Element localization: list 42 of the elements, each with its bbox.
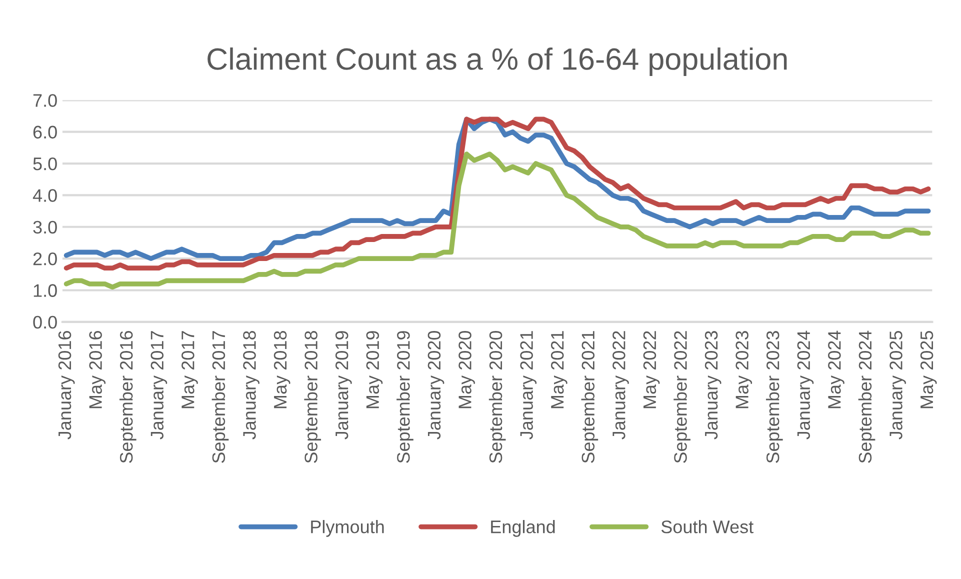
x-tick-label: May 2018: [274, 331, 290, 408]
x-tick-label: January 2023: [704, 331, 722, 440]
x-tick-label: September 2020: [488, 330, 506, 463]
x-tick-label: January 2020: [428, 330, 444, 440]
y-tick-label: 2.0: [33, 252, 57, 266]
x-tick-label: May 2024: [828, 330, 844, 408]
y-tick-label: 5.0: [33, 157, 57, 170]
chart-title: Claiment Count as a % of 16-64 population: [208, 47, 787, 76]
legend-label: South West: [661, 520, 754, 534]
x-tick-label: May 2022: [643, 331, 660, 408]
x-tick-label: September 2024: [858, 330, 876, 463]
x-tick-label: May 2019: [366, 331, 383, 408]
x-tick-label: May 2017: [182, 331, 198, 408]
y-tick-label: 7.0: [33, 94, 57, 107]
x-tick-label: January 2019: [335, 331, 352, 440]
x-tick-label: September 2017: [212, 331, 229, 463]
x-tick-label: January 2021: [520, 331, 537, 440]
x-tick-label: September 2023: [766, 331, 783, 463]
x-tick-label: January 2018: [243, 331, 260, 440]
x-tick-label: May 2016: [89, 331, 106, 408]
x-tick-label: January 2025: [890, 331, 906, 440]
x-tick-label: January 2017: [150, 331, 168, 440]
y-tick-label: 0.0: [33, 316, 57, 329]
x-tick-label: September 2018: [304, 331, 322, 463]
x-tick-label: September 2021: [581, 331, 598, 463]
y-tick-label: 1.0: [34, 284, 57, 297]
x-tick-label: January 2022: [612, 331, 629, 440]
x-tick-label: September 2019: [396, 331, 414, 463]
legend-label: England: [491, 520, 555, 537]
x-tick-label: September 2022: [674, 331, 690, 463]
x-tick-label: January 2016: [58, 331, 75, 440]
line-series: [64, 152, 931, 290]
x-tick-label: January 2024: [797, 330, 814, 440]
x-tick-label: May 2021: [550, 331, 568, 408]
y-tick-label: 3.0: [33, 220, 57, 234]
x-tick-label: September 2016: [119, 331, 136, 463]
y-tick-label: 4.0: [32, 189, 57, 202]
x-tick-label: May 2020: [458, 330, 475, 408]
y-tick-label: 6.0: [33, 126, 57, 139]
legend-label: Plymouth: [311, 520, 384, 537]
x-tick-label: May 2025: [920, 331, 937, 408]
x-tick-label: May 2023: [736, 331, 752, 408]
